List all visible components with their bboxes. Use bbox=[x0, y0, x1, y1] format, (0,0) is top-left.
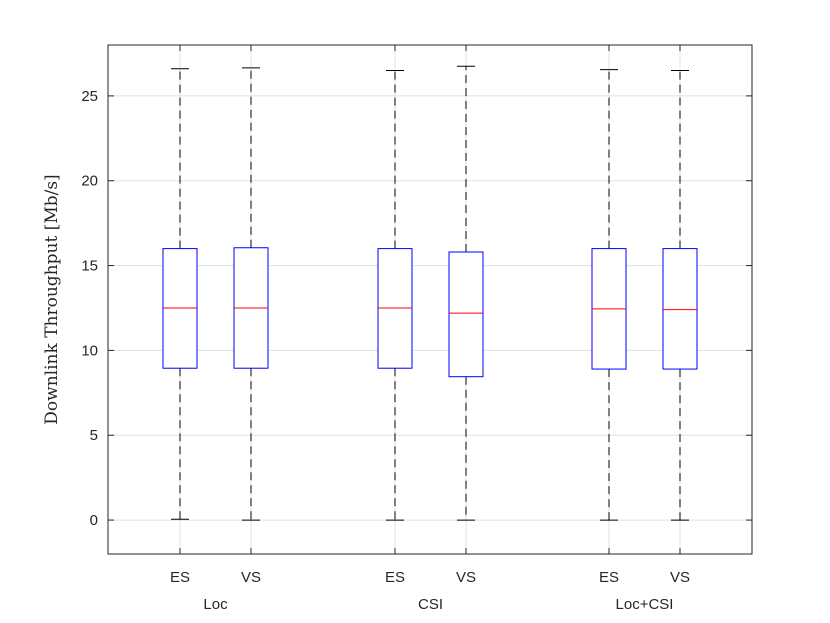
y-tick-label-4: 20 bbox=[81, 173, 98, 190]
y-ticks: 0 5 10 15 20 25 bbox=[81, 45, 752, 554]
axes-frame bbox=[107, 44, 753, 555]
x-tick-label-3: VS bbox=[456, 569, 476, 586]
x-tick-label-0: ES bbox=[170, 569, 190, 586]
box-3 bbox=[448, 65, 484, 521]
y-axis-label: Downlink Throughput [Mb/s] bbox=[42, 174, 62, 424]
x-tick-label-1: VS bbox=[241, 569, 261, 586]
box-0 bbox=[162, 68, 198, 520]
box-5 bbox=[662, 69, 698, 521]
group-label-1: CSI bbox=[418, 596, 443, 613]
x-tick-labels: ES VS ES VS ES VS bbox=[170, 569, 690, 586]
box-2 bbox=[377, 69, 413, 521]
x-tick-label-5: VS bbox=[670, 569, 690, 586]
box-1 bbox=[233, 67, 269, 521]
y-tick-label-0: 0 bbox=[90, 512, 98, 529]
box-marks bbox=[162, 65, 698, 521]
y-tick-label-3: 15 bbox=[81, 258, 98, 275]
x-tick-label-4: ES bbox=[599, 569, 619, 586]
group-label-0: Loc bbox=[203, 596, 228, 613]
y-tick-label-1: 5 bbox=[90, 427, 98, 444]
group-labels: Loc CSI Loc+CSI bbox=[203, 596, 673, 613]
grid-lines bbox=[108, 45, 752, 554]
y-tick-label-5: 25 bbox=[81, 88, 98, 105]
y-tick-label-2: 10 bbox=[81, 342, 98, 359]
iqr-box-3 bbox=[448, 251, 484, 378]
x-tick-label-2: ES bbox=[385, 569, 405, 586]
iqr-box-5 bbox=[662, 248, 698, 370]
group-label-2: Loc+CSI bbox=[616, 596, 674, 613]
box-4 bbox=[591, 69, 627, 521]
